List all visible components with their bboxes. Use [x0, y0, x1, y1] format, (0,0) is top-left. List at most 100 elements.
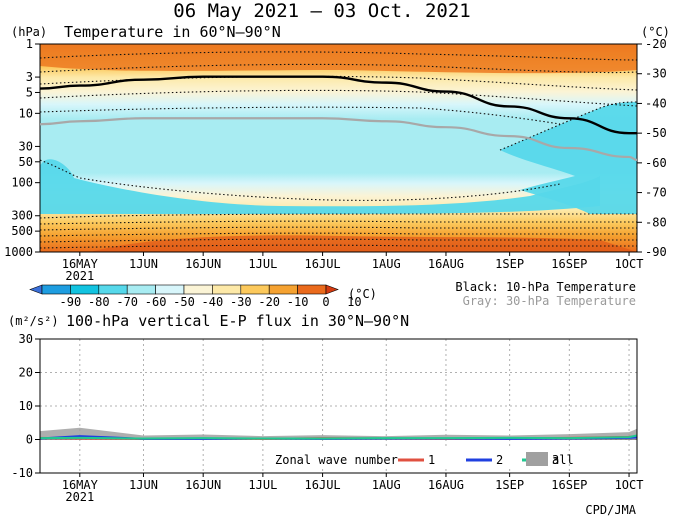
temperature-tick-label: -50	[645, 126, 667, 140]
colorbar-tick-label: -30	[230, 295, 252, 309]
legend-gray-line: Gray: 30-hPa Temperature	[463, 294, 636, 308]
bottom-x-tick-label: 1SEP	[495, 478, 524, 492]
colorbar-tick-label: -50	[173, 295, 195, 309]
colorbar-tick-label: 10	[347, 295, 361, 309]
colorbar-unit: (°C)	[348, 287, 377, 301]
pressure-tick-label: 1	[26, 37, 33, 51]
colorbar-swatch	[297, 284, 327, 295]
top-panel-title: Temperature in 60°N–90°N	[64, 23, 281, 41]
colorbar-tick-label: -70	[116, 295, 138, 309]
bottom-x-tick-label: 16MAY	[62, 478, 99, 492]
flux-y-tick-label: 0	[26, 433, 33, 447]
legend-label-all: all	[552, 453, 574, 467]
colorbar-tick-label: -40	[202, 295, 224, 309]
cold-region-lower	[40, 159, 600, 214]
credit-label: CPD/JMA	[585, 503, 636, 517]
legend-label-wave-3: 3	[552, 453, 559, 467]
temperature-10hpa-line	[40, 75, 637, 135]
top-x-tick-label: 1AUG	[372, 257, 401, 271]
top-x-tick-label: 16MAY	[62, 257, 99, 271]
legend-title: Zonal wave number	[275, 453, 398, 467]
colorbar-swatch	[41, 284, 71, 295]
colorbar-swatch	[126, 284, 156, 295]
colorbar-swatch	[212, 284, 242, 295]
colorbar-tick-label: -20	[258, 295, 280, 309]
top-x-tick-label: 1JUL	[248, 257, 277, 271]
legend-label-wave-1: 1	[428, 453, 435, 467]
colorbar-swatch	[268, 284, 298, 295]
contour-lines	[40, 51, 637, 249]
top-x-tick-label: 16SEP	[551, 257, 587, 271]
top-x-axis: 16MAY 1JUN 16JUN 1JUL 16JUL 1AUG 16AUG 1SEP 16SE…	[62, 252, 644, 283]
colorbar-swatch	[240, 284, 270, 295]
flux-all-area	[40, 427, 637, 440]
flux-series	[40, 427, 637, 440]
pressure-tick-label: 5	[26, 85, 33, 99]
temperature-tick-label: -40	[645, 96, 667, 110]
pressure-tick-label: 300	[11, 209, 33, 223]
pressure-tick-label: 30	[19, 139, 33, 153]
bottom-panel-title: 100-hPa vertical E-P flux in 30°N–90°N	[66, 312, 409, 330]
top-x-tick-label: 1SEP	[495, 257, 524, 271]
top-x-tick-label: 16JUN	[185, 257, 221, 271]
temperature-contour-field	[40, 44, 637, 252]
colorbar-swatch	[155, 284, 185, 295]
colorbar-tick-label: -60	[145, 295, 167, 309]
bottom-x-tick-label: 1JUL	[248, 478, 277, 492]
pressure-tick-label: 50	[19, 155, 33, 169]
temperature-30hpa-line	[40, 117, 637, 161]
top-year-label: 2021	[65, 269, 94, 283]
legend-label-wave-2: 2	[496, 453, 503, 467]
legend-black-line: Black: 10-hPa Temperature	[455, 280, 636, 294]
colorbar-tick-label: 0	[322, 295, 329, 309]
flux-y-tick-label: 20	[19, 366, 33, 380]
colorbar-tick-label: -10	[287, 295, 309, 309]
flux-wave-3-line	[40, 434, 637, 440]
temperature-tick-label: -60	[645, 156, 667, 170]
colorbar-low-arrow	[29, 284, 43, 295]
bottom-x-tick-label: 16JUL	[305, 478, 341, 492]
flux-y-tick-label: -10	[11, 466, 33, 480]
top-x-tick-label: 16AUG	[428, 257, 464, 271]
bottom-x-tick-label: 16SEP	[551, 478, 587, 492]
temperature-tick-label: -80	[645, 215, 667, 229]
bottom-x-tick-label: 16JUN	[185, 478, 221, 492]
flux-unit-label: (m²/s²)	[8, 314, 59, 328]
colorbar-high-arrow	[325, 284, 339, 295]
bottom-year-label: 2021	[65, 490, 94, 504]
temperature-tick-label: -20	[645, 37, 667, 51]
temperature-tick-label: -90	[645, 245, 667, 259]
pressure-tick-label: 10	[19, 106, 33, 120]
temperature-series	[40, 75, 637, 161]
bottom-x-axis: 16MAY 1JUN 16JUN 1JUL 16JUL 1AUG 16AUG 1SEP 16SE…	[62, 473, 644, 504]
temperature-unit-label: (°C)	[641, 25, 670, 39]
flux-y-tick-label: 30	[19, 332, 33, 346]
cold-region-autumn	[500, 102, 637, 214]
bottom-x-tick-label: 1AUG	[372, 478, 401, 492]
top-x-tick-label: 1JUN	[129, 257, 158, 271]
pressure-tick-label: 1000	[4, 245, 33, 259]
temperature-axis: -20 -30 -40 -50 -60 -70 -80 -90	[637, 37, 667, 259]
upper-warm-core	[40, 44, 637, 74]
colorbar-tick-label: -80	[88, 295, 110, 309]
legend-swatch-all	[526, 452, 548, 466]
pressure-unit-label: (hPa)	[11, 25, 47, 39]
flux-y-axis: 30 20 10 0 -10	[11, 332, 40, 480]
bottom-x-tick-label: 1OCT	[615, 478, 644, 492]
colorbar-tick-label: -90	[60, 295, 82, 309]
flux-y-tick-label: 10	[19, 399, 33, 413]
top-x-tick-label: 1OCT	[615, 257, 644, 271]
pressure-tick-label: 100	[11, 176, 33, 190]
pressure-tick-label: 500	[11, 224, 33, 238]
top-x-tick-label: 16JUL	[305, 257, 341, 271]
colorbar-swatch	[98, 284, 128, 295]
colorbar: -90 -80 -70 -60 -50 -40 -30 -20 -10 0 10	[29, 284, 362, 309]
temperature-tick-label: -30	[645, 67, 667, 81]
temperature-tick-label: -70	[645, 186, 667, 200]
colorbar-swatch	[183, 284, 213, 295]
bottom-x-tick-label: 1JUN	[129, 478, 158, 492]
top-plot-frame	[39, 43, 638, 253]
